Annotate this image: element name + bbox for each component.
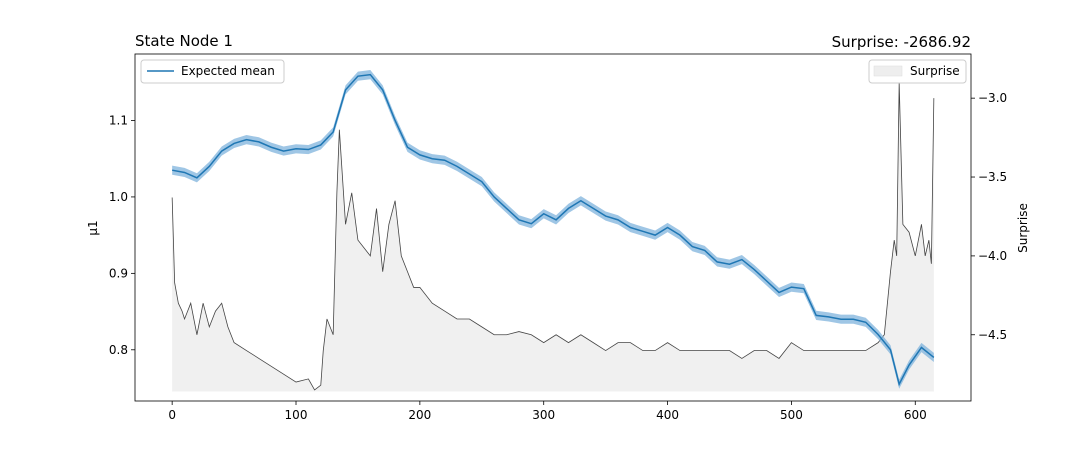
- y-axis-label-right: Surprise: [1016, 203, 1030, 253]
- x-tick-label: 500: [780, 408, 803, 422]
- y-right-tick-label: −4.0: [978, 249, 1007, 263]
- y-left-tick-label: 0.9: [109, 266, 128, 280]
- x-tick-label: 200: [408, 408, 431, 422]
- y-axis-label-left: μ1: [86, 220, 100, 235]
- legend-surprise-label: Surprise: [910, 64, 960, 78]
- legend-surprise-fill-swatch: [873, 65, 903, 77]
- y-left-tick-label: 1.0: [109, 190, 128, 204]
- y-right-tick-label: −4.5: [978, 328, 1007, 342]
- legend-left-box: [140, 59, 285, 84]
- y-right-tick-label: −3.5: [978, 170, 1007, 184]
- x-tick-label: 0: [168, 408, 176, 422]
- legend-left: Expected mean: [140, 59, 285, 84]
- x-tick-label: 400: [656, 408, 679, 422]
- legend-right: Surprise: [868, 59, 967, 84]
- surprise-area: [172, 82, 934, 392]
- plot-area: [171, 70, 935, 392]
- x-tick-label: 600: [904, 408, 927, 422]
- axes: 0 100 200 300 400 500 600 0.8 0.9 1.0 1.1 −4.5 −4.0 −…: [109, 53, 1007, 422]
- legend-mean-label: Expected mean: [181, 64, 275, 78]
- expected-mean-line: [172, 73, 935, 387]
- y-left-tick-label: 0.8: [109, 343, 128, 357]
- x-tick-label: 300: [532, 408, 555, 422]
- chart-title-right: Surprise: -2686.92: [832, 33, 971, 51]
- surprise-line: [171, 82, 935, 391]
- y-right-tick-label: −3.0: [978, 91, 1007, 105]
- chart-title-left: State Node 1: [135, 32, 233, 50]
- axes-frame: [134, 53, 972, 402]
- y-left-tick-label: 1.1: [109, 113, 128, 127]
- x-tick-label: 100: [285, 408, 308, 422]
